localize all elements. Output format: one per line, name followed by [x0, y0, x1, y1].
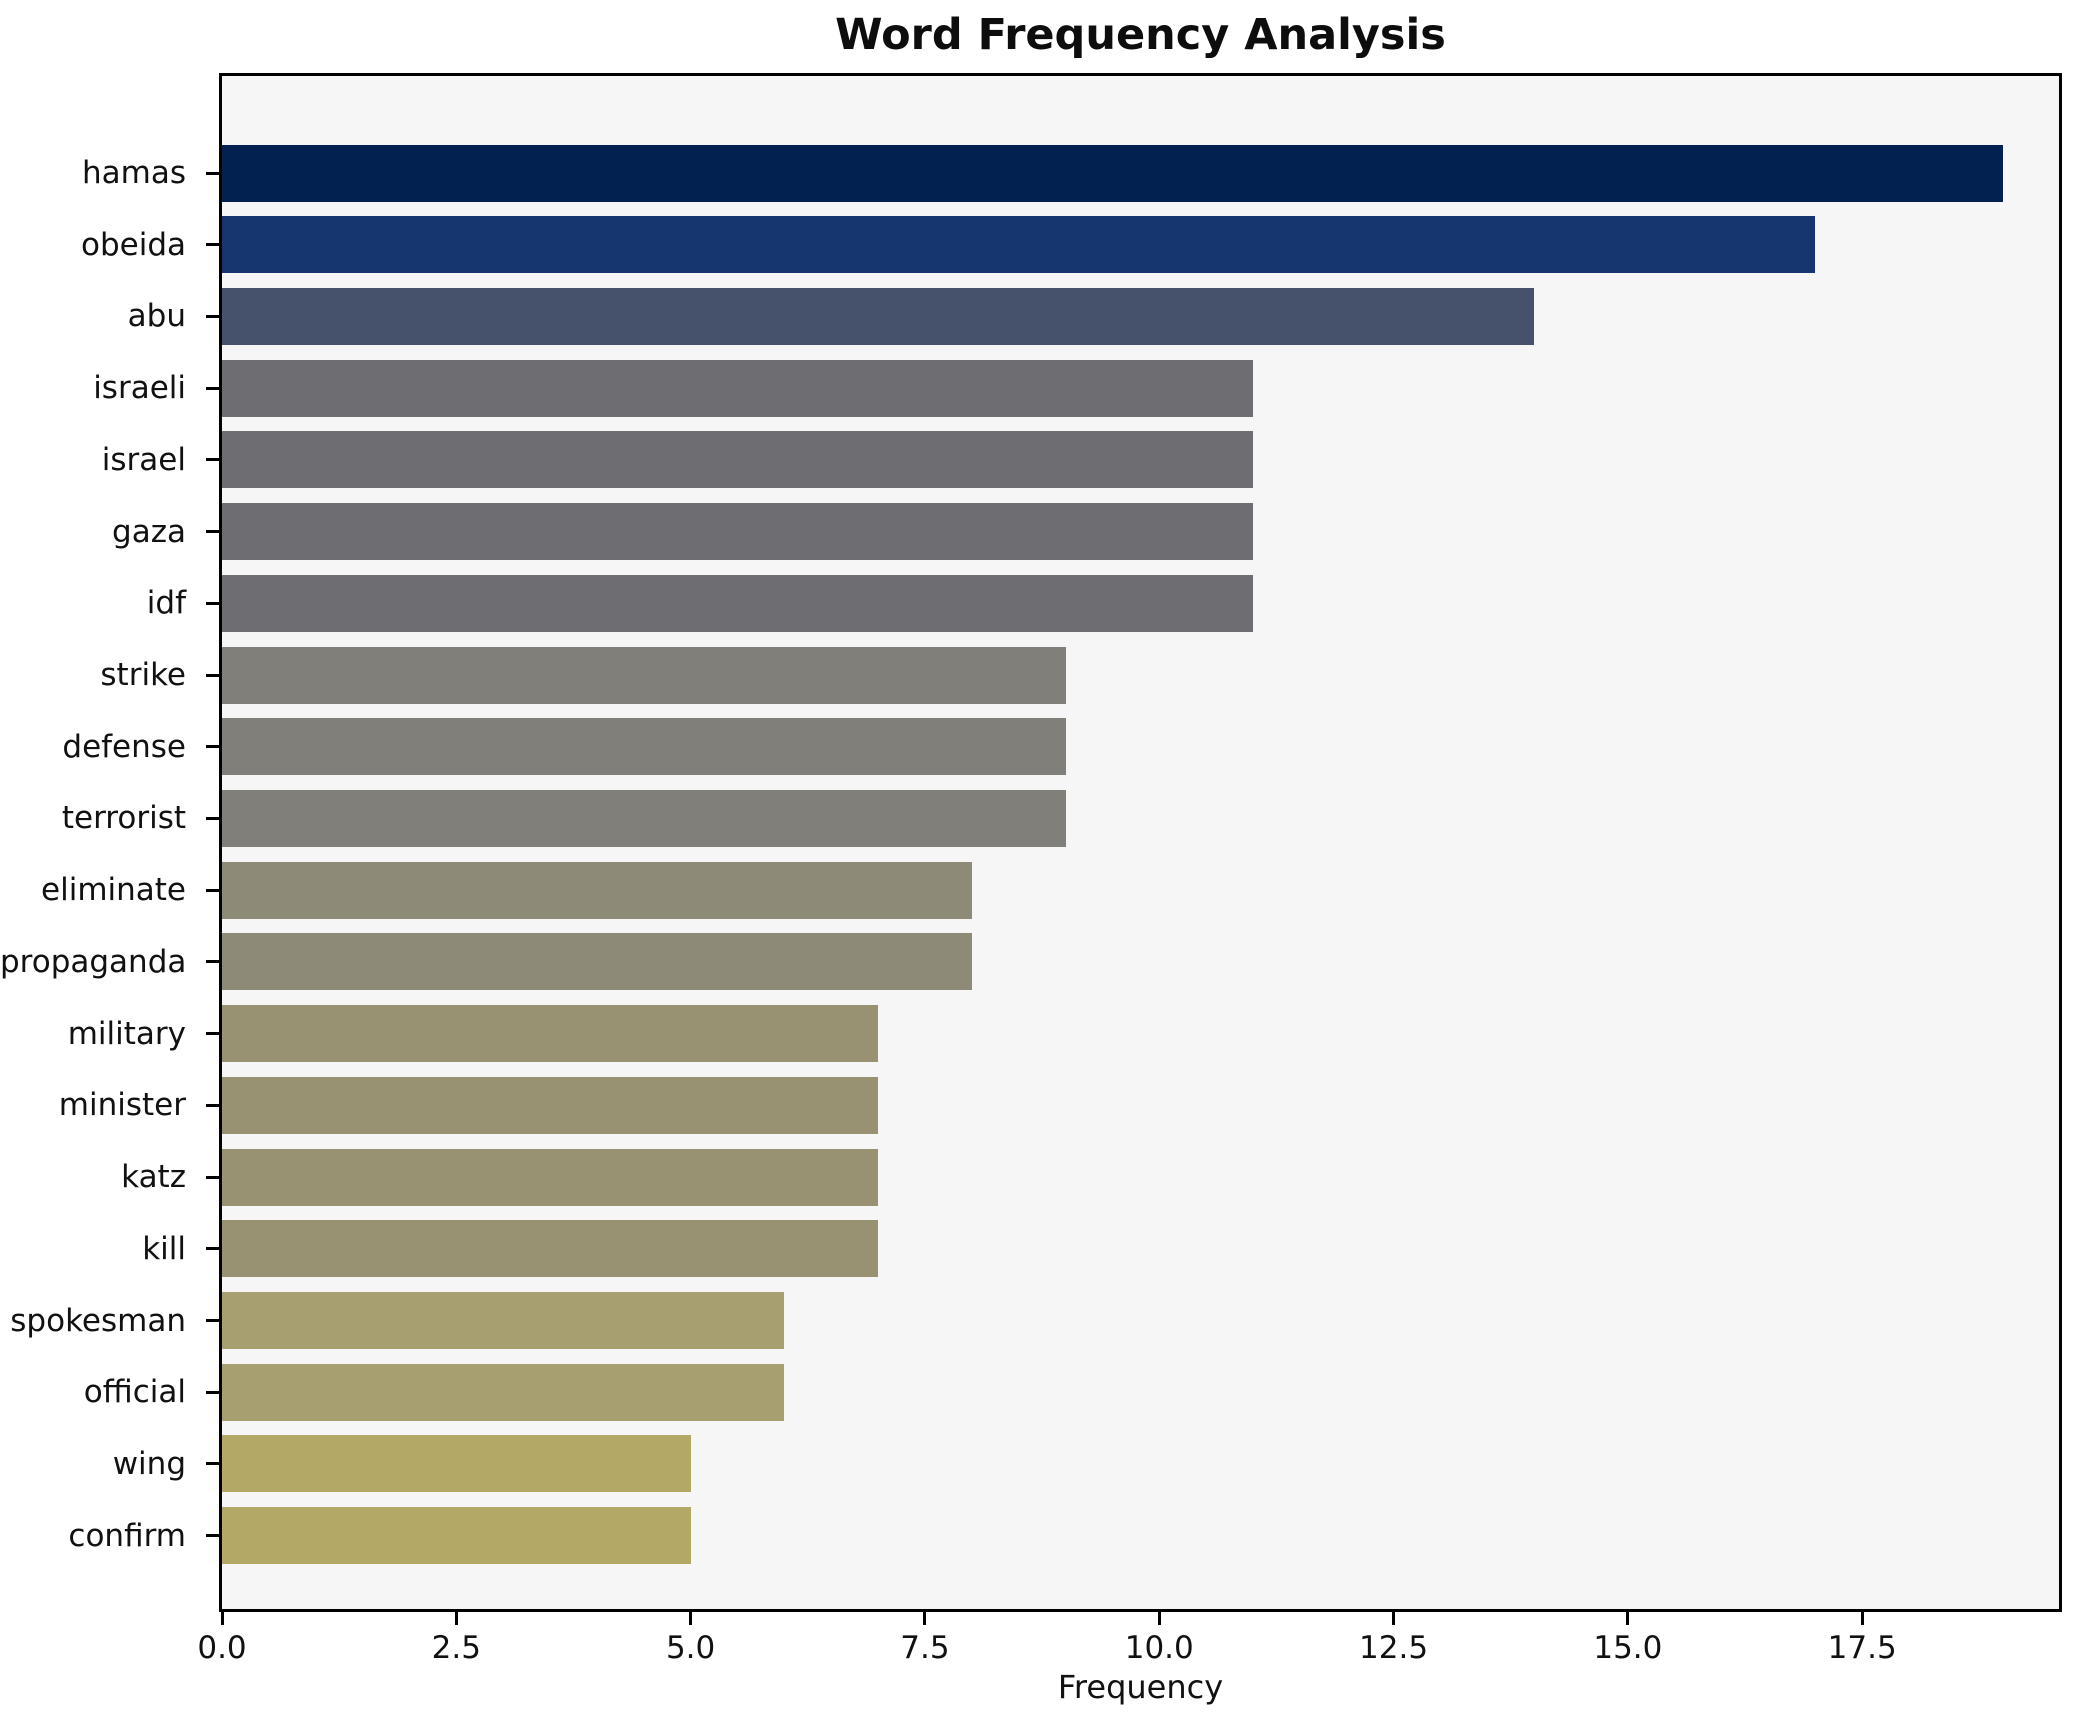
y-tick-mark	[206, 816, 219, 820]
y-tick-mark	[206, 1175, 219, 1179]
y-tick-label: confirm	[68, 1517, 186, 1554]
chart-title: Word Frequency Analysis	[835, 10, 1446, 60]
y-tick-mark	[206, 1390, 219, 1394]
bar-israel	[222, 431, 1253, 489]
x-tick-label: 10.0	[1124, 1630, 1194, 1666]
y-tick-mark	[206, 601, 219, 605]
y-tick-mark	[206, 1247, 219, 1251]
x-tick-label: 17.5	[1827, 1630, 1897, 1666]
y-tick-label: propaganda	[0, 943, 187, 980]
x-tick-label: 0.0	[197, 1630, 247, 1666]
x-tick-mark	[1392, 1612, 1396, 1625]
bar-minister	[222, 1076, 879, 1134]
y-tick-mark	[206, 1319, 219, 1323]
y-tick-label: israel	[101, 441, 186, 478]
y-tick-label: official	[83, 1374, 186, 1411]
bar-eliminate	[222, 861, 972, 919]
bar-idf	[222, 574, 1253, 632]
bar-defense	[222, 718, 1066, 776]
x-tick-mark	[1860, 1612, 1864, 1625]
x-tick-mark	[454, 1612, 458, 1625]
y-tick-mark	[206, 888, 219, 892]
y-tick-mark	[206, 386, 219, 390]
y-tick-label: hamas	[82, 155, 186, 191]
y-tick-label: eliminate	[41, 872, 186, 909]
bar-official	[222, 1363, 785, 1421]
x-tick-mark	[1626, 1612, 1630, 1625]
y-tick-label: israeli	[93, 370, 186, 407]
bar-obeida	[222, 216, 1816, 274]
bar-military	[222, 1005, 879, 1063]
y-tick-label: minister	[58, 1087, 186, 1124]
y-tick-label: kill	[142, 1230, 186, 1267]
bar-gaza	[222, 503, 1253, 561]
bar-strike	[222, 646, 1066, 704]
y-tick-mark	[206, 1032, 219, 1036]
y-tick-mark	[206, 314, 219, 318]
bar-hamas	[222, 144, 2003, 202]
y-tick-label: strike	[100, 657, 186, 694]
bar-wing	[222, 1435, 691, 1493]
y-tick-label: obeida	[80, 226, 186, 263]
x-tick-mark	[689, 1612, 693, 1625]
y-tick-mark	[206, 1103, 219, 1107]
y-tick-mark	[206, 673, 219, 677]
y-tick-label: military	[67, 1015, 186, 1052]
y-tick-label: terrorist	[61, 800, 186, 837]
x-tick-label: 12.5	[1359, 1630, 1429, 1666]
x-tick-mark	[220, 1612, 224, 1625]
x-axis-title: Frequency	[1057, 1668, 1224, 1706]
bar-kill	[222, 1220, 879, 1278]
x-tick-label: 15.0	[1593, 1630, 1663, 1666]
y-tick-label: katz	[121, 1159, 186, 1196]
bar-israeli	[222, 359, 1253, 417]
y-tick-mark	[206, 530, 219, 534]
y-tick-label: defense	[62, 728, 186, 765]
bar-propaganda	[222, 933, 972, 991]
bar-terrorist	[222, 789, 1066, 847]
y-tick-label: spokesman	[10, 1302, 186, 1339]
bar-abu	[222, 287, 1535, 345]
y-tick-mark	[206, 171, 219, 175]
x-tick-label: 7.5	[900, 1630, 950, 1666]
y-tick-mark	[206, 745, 219, 749]
y-tick-label: wing	[112, 1445, 186, 1482]
x-tick-label: 5.0	[665, 1630, 716, 1666]
bar-spokesman	[222, 1292, 785, 1350]
bar-katz	[222, 1148, 879, 1206]
y-tick-mark	[206, 1462, 219, 1466]
y-tick-mark	[206, 1534, 219, 1538]
y-tick-mark	[206, 243, 219, 247]
y-tick-mark	[206, 458, 219, 462]
y-tick-label: abu	[127, 298, 186, 335]
x-tick-mark	[923, 1612, 927, 1625]
y-tick-mark	[206, 960, 219, 964]
x-tick-mark	[1157, 1612, 1161, 1625]
bar-confirm	[222, 1507, 691, 1565]
y-tick-label: idf	[146, 585, 186, 622]
x-tick-label: 2.5	[431, 1630, 481, 1666]
y-tick-label: gaza	[112, 513, 186, 550]
